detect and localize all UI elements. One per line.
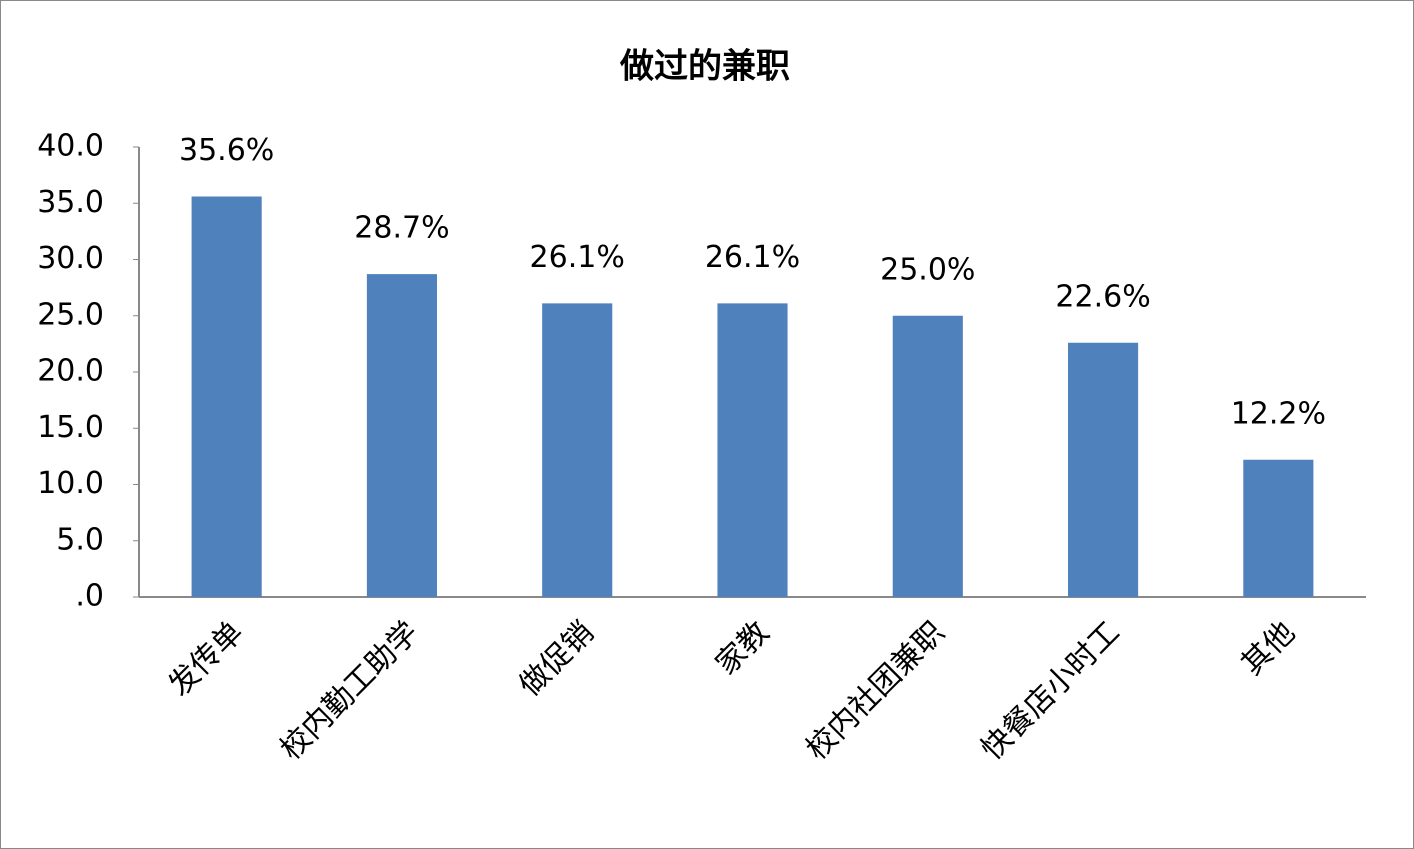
data-label: 28.7% <box>354 211 449 246</box>
y-tick-label: 35.0 <box>37 185 104 220</box>
bar <box>542 303 613 597</box>
bar <box>892 315 963 597</box>
bar <box>191 196 262 597</box>
y-tick-label: 5.0 <box>56 522 104 557</box>
y-tick-label: 40.0 <box>37 129 104 164</box>
y-tick-label: 25.0 <box>37 297 104 332</box>
data-label: 26.1% <box>705 240 800 275</box>
bar <box>366 274 437 597</box>
y-tick-label: 20.0 <box>37 354 104 389</box>
data-label: 26.1% <box>530 240 625 275</box>
y-tick-label: 10.0 <box>37 466 104 501</box>
bar <box>717 303 788 597</box>
bar <box>1068 342 1139 597</box>
chart-title: 做过的兼职 <box>619 47 790 87</box>
data-label: 22.6% <box>1055 279 1150 314</box>
y-tick-label: 15.0 <box>37 410 104 445</box>
data-label: 25.0% <box>880 252 975 287</box>
y-tick-label: 30.0 <box>37 241 104 276</box>
y-tick-label: .0 <box>75 579 104 614</box>
data-label: 12.2% <box>1231 396 1326 431</box>
bar <box>1243 459 1314 597</box>
data-label: 35.6% <box>179 133 274 168</box>
